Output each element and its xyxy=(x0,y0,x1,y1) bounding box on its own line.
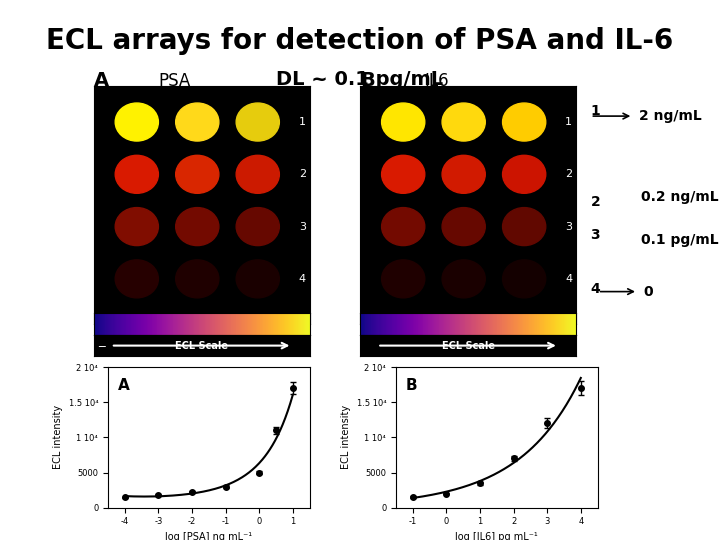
Text: 0.2 ng/mL: 0.2 ng/mL xyxy=(641,190,719,204)
Ellipse shape xyxy=(176,103,219,141)
Y-axis label: ECL intensity: ECL intensity xyxy=(341,406,351,469)
Text: 2 ng/mL: 2 ng/mL xyxy=(639,109,702,123)
Text: ─: ─ xyxy=(98,341,104,350)
Ellipse shape xyxy=(442,103,485,141)
Ellipse shape xyxy=(236,103,279,141)
Text: 4: 4 xyxy=(565,274,572,284)
Text: ECL Scale: ECL Scale xyxy=(175,341,228,350)
Ellipse shape xyxy=(115,207,158,246)
X-axis label: log [PSA] ng mL⁻¹: log [PSA] ng mL⁻¹ xyxy=(165,532,253,540)
Ellipse shape xyxy=(442,207,485,246)
Text: 4: 4 xyxy=(299,274,306,284)
Ellipse shape xyxy=(382,156,425,193)
Text: 3: 3 xyxy=(299,221,306,232)
X-axis label: log [IL6] pg mL⁻¹: log [IL6] pg mL⁻¹ xyxy=(456,532,538,540)
Ellipse shape xyxy=(115,260,158,298)
Text: 3: 3 xyxy=(565,221,572,232)
Ellipse shape xyxy=(503,207,546,246)
Text: B: B xyxy=(360,71,374,90)
Ellipse shape xyxy=(176,260,219,298)
Ellipse shape xyxy=(382,260,425,298)
Ellipse shape xyxy=(442,156,485,193)
Text: ECL arrays for detection of PSA and IL-6: ECL arrays for detection of PSA and IL-6 xyxy=(46,27,674,55)
Text: 1: 1 xyxy=(299,117,306,127)
Text: 1: 1 xyxy=(565,117,572,127)
Ellipse shape xyxy=(503,260,546,298)
Text: 4: 4 xyxy=(590,282,600,296)
Text: PSA: PSA xyxy=(158,72,191,90)
Ellipse shape xyxy=(236,260,279,298)
Text: 1: 1 xyxy=(590,104,600,118)
Text: A: A xyxy=(118,379,130,394)
Text: DL ~ 0.1 pg/mL: DL ~ 0.1 pg/mL xyxy=(276,70,444,89)
Text: 2: 2 xyxy=(590,195,600,210)
Ellipse shape xyxy=(503,156,546,193)
Ellipse shape xyxy=(442,260,485,298)
Text: ECL Scale: ECL Scale xyxy=(441,341,495,350)
Ellipse shape xyxy=(382,103,425,141)
Ellipse shape xyxy=(503,103,546,141)
Text: 0.1 pg/mL: 0.1 pg/mL xyxy=(641,233,719,247)
Y-axis label: ECL intensity: ECL intensity xyxy=(53,406,63,469)
Ellipse shape xyxy=(176,207,219,246)
Text: 2: 2 xyxy=(299,170,306,179)
Text: IL6: IL6 xyxy=(425,72,449,90)
Ellipse shape xyxy=(115,103,158,141)
Text: 2: 2 xyxy=(565,170,572,179)
Text: 0: 0 xyxy=(643,285,652,299)
Text: 3: 3 xyxy=(590,228,600,242)
Ellipse shape xyxy=(236,207,279,246)
Ellipse shape xyxy=(115,156,158,193)
Ellipse shape xyxy=(236,156,279,193)
Ellipse shape xyxy=(382,207,425,246)
Ellipse shape xyxy=(176,156,219,193)
Text: A: A xyxy=(94,71,109,90)
Text: B: B xyxy=(406,379,418,394)
